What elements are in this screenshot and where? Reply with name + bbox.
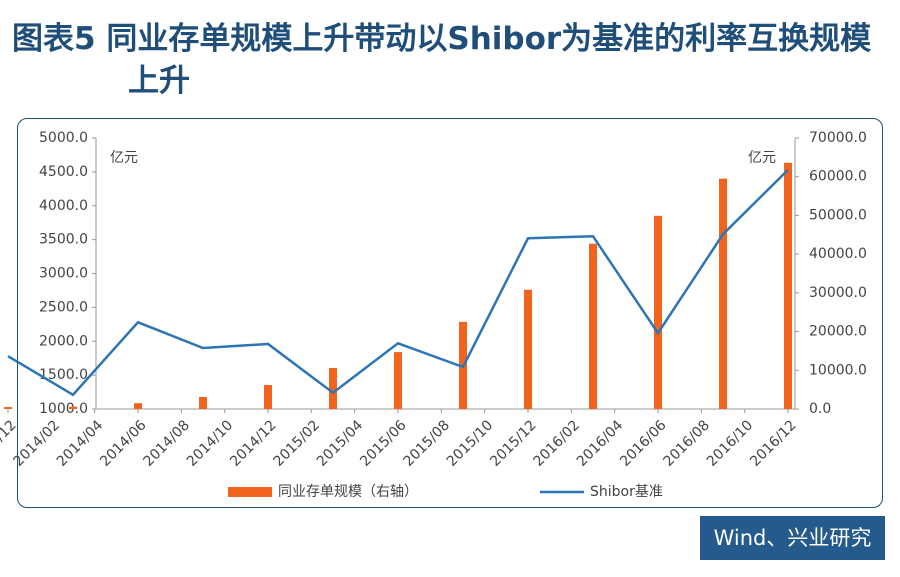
x-tick-label: 2016/10 xyxy=(704,417,756,469)
y-unit: 亿元 xyxy=(110,150,138,166)
bar xyxy=(199,396,207,409)
chart-title: 图表5 同业存单规模上升带动以Shibor为基准的利率互换规模上升 xyxy=(12,21,872,99)
bar xyxy=(69,406,77,409)
y2-tick-label: 0.0 xyxy=(809,401,831,417)
y2-tick-label: 30000.0 xyxy=(809,285,867,301)
bar xyxy=(264,384,272,409)
bar xyxy=(784,162,792,409)
line xyxy=(7,168,789,397)
y2-tick-label: 20000.0 xyxy=(809,324,867,340)
bar xyxy=(394,352,402,409)
x-tick-label: 2015/10 xyxy=(444,417,496,469)
legend-label: 同业存单规模（右轴） xyxy=(278,484,418,500)
y-tick-label: 4000.0 xyxy=(39,198,88,214)
y-tick-label: 5000.0 xyxy=(39,130,88,146)
x-tick-label: 2015/04 xyxy=(314,417,367,470)
x-tick-label: 2014/08 xyxy=(141,417,193,469)
y2-tick-label: 10000.0 xyxy=(809,362,867,378)
chart-frame xyxy=(17,118,883,508)
x-tick-label: 2014/12 xyxy=(227,417,279,469)
bar xyxy=(719,178,727,409)
x-tick-label: 2014/02 xyxy=(11,417,63,469)
y-tick-label: 3500.0 xyxy=(39,232,88,248)
x-tick-label: 2014/06 xyxy=(97,417,150,470)
legend-label: Shibor基准 xyxy=(590,483,663,500)
y2-tick-label: 70000.0 xyxy=(809,130,867,146)
x-tick-label: 2015/08 xyxy=(401,417,453,469)
y2-tick-label: 50000.0 xyxy=(809,207,867,223)
bar xyxy=(589,243,597,409)
x-tick-label: 2014/10 xyxy=(184,417,236,469)
y-tick-label: 1500.0 xyxy=(39,367,88,383)
x-tick-label: 2016/02 xyxy=(531,417,583,469)
y2-unit: 亿元 xyxy=(748,150,776,166)
y-tick-label: 3000.0 xyxy=(39,266,88,282)
x-tick-label: 2015/06 xyxy=(357,417,410,470)
y-tick-label: 2500.0 xyxy=(39,299,88,315)
bar xyxy=(329,367,337,409)
x-tick-label: 2015/02 xyxy=(271,417,323,469)
x-tick-label: 2016/04 xyxy=(574,417,627,470)
y-tick-label: 2000.0 xyxy=(39,333,88,349)
x-tick-label: 2014/04 xyxy=(54,417,107,470)
x-tick-label: 2016/08 xyxy=(661,417,713,469)
bar xyxy=(524,289,532,409)
y2-tick-label: 60000.0 xyxy=(809,169,867,185)
y2-tick-label: 40000.0 xyxy=(809,246,867,262)
bar xyxy=(134,403,142,409)
y-tick-label: 1000.0 xyxy=(39,401,88,417)
bar xyxy=(4,407,12,409)
bar xyxy=(654,215,662,409)
x-tick-label: 2016/12 xyxy=(747,417,799,469)
x-tick-label: 2016/06 xyxy=(617,417,670,470)
x-tick-label: 2015/12 xyxy=(487,417,539,469)
source: Wind、兴业研究 xyxy=(700,516,885,560)
y-tick-label: 4500.0 xyxy=(39,164,88,180)
legend-swatch xyxy=(228,487,272,497)
